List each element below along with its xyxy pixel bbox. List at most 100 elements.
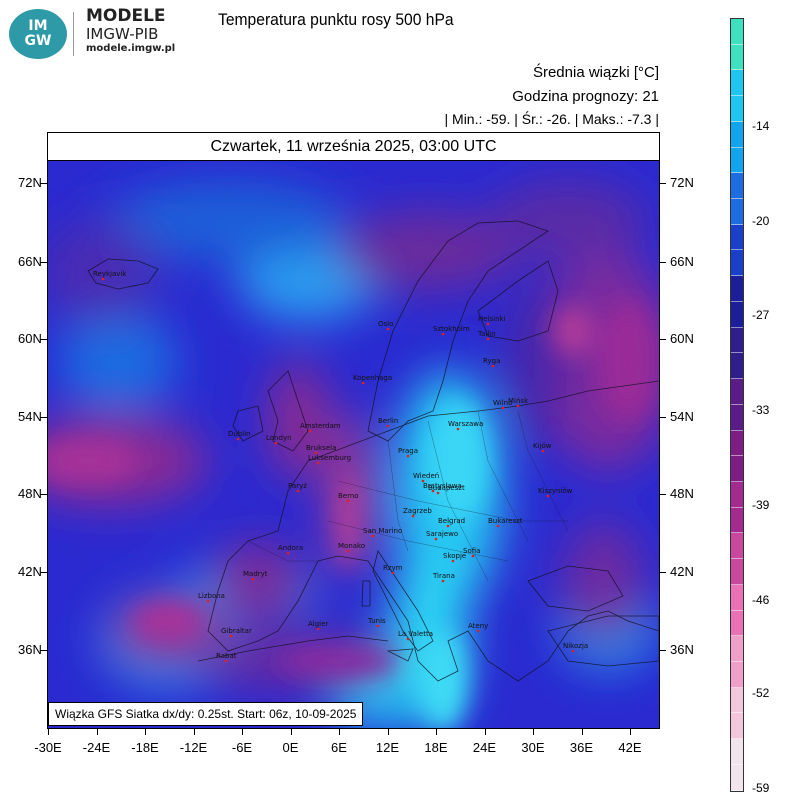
org-subtitle: IMGW-PIB <box>86 25 159 43</box>
lat-label-left: 60N <box>18 331 42 346</box>
city-label: Tunis <box>367 617 386 625</box>
dewpoint-field-map: Reykjavik Oslo Sztokholm Helsinki Tallin Ryga… <box>48 161 659 728</box>
city-marker <box>286 551 290 555</box>
colorbar-segment <box>731 301 743 328</box>
lon-label: 42E <box>618 740 642 755</box>
city-label: Reykjavik <box>93 270 127 278</box>
lon-tick <box>484 728 486 735</box>
lat-tick <box>40 417 47 418</box>
city-label: Londyn <box>266 434 292 442</box>
lon-label: 30E <box>521 740 545 755</box>
colorbar-segment <box>731 687 743 714</box>
colorbar-segment <box>731 19 743 45</box>
city-marker <box>251 577 255 581</box>
city-label: Sarajewo <box>426 530 458 538</box>
imgw-logo: IM GW <box>9 9 67 59</box>
city-marker <box>101 277 105 281</box>
lat-tick <box>40 183 47 184</box>
city-marker <box>406 454 410 458</box>
org-url: modele.imgw.pl <box>86 43 176 54</box>
colorbar-segment <box>731 224 743 251</box>
city-label: Sofia <box>463 547 480 555</box>
city-marker <box>229 634 233 638</box>
city-label: Tallin <box>477 330 496 338</box>
lon-label: 36E <box>569 740 594 755</box>
colorbar-segment <box>731 456 743 482</box>
lat-label-right: 36N <box>670 642 694 657</box>
lat-tick <box>40 339 47 340</box>
lon-label: 0E <box>282 740 299 755</box>
colorbar-label: -14 <box>752 119 770 133</box>
city-label: Kiszyniów <box>538 487 573 495</box>
colorbar-segment <box>731 559 743 585</box>
lat-tick <box>40 262 47 263</box>
city-label: Mińsk <box>508 397 529 405</box>
colorbar-segment <box>731 199 743 225</box>
colorbar-segment <box>731 713 743 740</box>
colorbar-label: -27 <box>752 308 770 322</box>
colorbar-segment <box>731 96 743 122</box>
lat-label-left: 54N <box>18 409 42 424</box>
city-marker <box>546 494 550 498</box>
colorbar-segment <box>731 636 743 662</box>
colorbar-segment <box>731 70 743 97</box>
model-info-note: Wiązka GFS Siatka dx/dy: 0.25st. Start: … <box>48 702 364 726</box>
colorbar-segment <box>731 353 743 380</box>
city-label: Rzym <box>383 564 403 572</box>
city-marker <box>316 461 320 465</box>
city-label: Madryt <box>243 570 268 578</box>
lon-label: -12E <box>179 740 208 755</box>
lat-tick <box>659 417 666 418</box>
map-area: Reykjavik Oslo Sztokholm Helsinki Tallin Ryga… <box>47 160 660 729</box>
city-marker <box>501 406 505 410</box>
city-label: Bukareszt <box>488 517 523 525</box>
city-label: Wilno <box>493 399 512 407</box>
lat-tick <box>659 494 666 495</box>
city-label: Luksemburg <box>308 454 351 462</box>
city-label: Budapeszt <box>428 484 465 492</box>
city-marker <box>224 659 228 663</box>
logo-text-bottom: GW <box>24 33 52 49</box>
valid-date-bar: Czwartek, 11 września 2025, 03:00 UTC <box>47 132 660 161</box>
city-label: Nikozja <box>563 642 588 650</box>
forecast-hour-label: Godzina prognozy: 21 <box>512 88 659 105</box>
lat-tick <box>659 183 666 184</box>
city-marker <box>571 649 575 653</box>
colorbar-segment <box>731 404 743 431</box>
lon-label: -30E <box>34 740 62 755</box>
city-label: Lizbona <box>198 592 225 600</box>
city-label: Paryż <box>288 482 307 490</box>
lon-label: 18E <box>424 740 448 755</box>
colorbar-segment <box>731 584 743 611</box>
city-marker <box>541 449 545 453</box>
colorbar-segment <box>731 147 743 174</box>
city-marker <box>346 549 350 553</box>
ensemble-mean-label: Średnia wiązki [°C] <box>532 64 659 81</box>
city-marker <box>361 381 365 385</box>
city-label: Zagrzeb <box>403 507 432 515</box>
lat-label-right: 72N <box>670 175 694 190</box>
lat-tick <box>40 572 47 573</box>
lat-tick <box>659 650 666 651</box>
field-highlights <box>48 301 658 728</box>
city-marker <box>491 364 495 368</box>
city-marker <box>456 427 460 431</box>
colorbar <box>730 18 744 792</box>
lat-tick <box>40 494 47 495</box>
lon-tick <box>48 728 49 735</box>
city-marker <box>441 579 445 583</box>
city-marker <box>296 489 300 493</box>
colorbar-segment <box>731 379 743 405</box>
city-label: Berno <box>338 492 359 500</box>
lon-tick <box>630 728 631 735</box>
city-marker <box>406 637 410 641</box>
city-label: Warszawa <box>448 420 483 428</box>
city-marker <box>436 491 440 495</box>
lon-tick <box>581 728 583 735</box>
city-label: La Valetta <box>398 630 433 638</box>
city-marker <box>476 629 480 633</box>
lon-label: 12E <box>375 740 400 755</box>
city-label: Kijów <box>533 442 552 450</box>
logo-divider <box>73 12 74 56</box>
city-label: San Marino <box>363 527 402 535</box>
